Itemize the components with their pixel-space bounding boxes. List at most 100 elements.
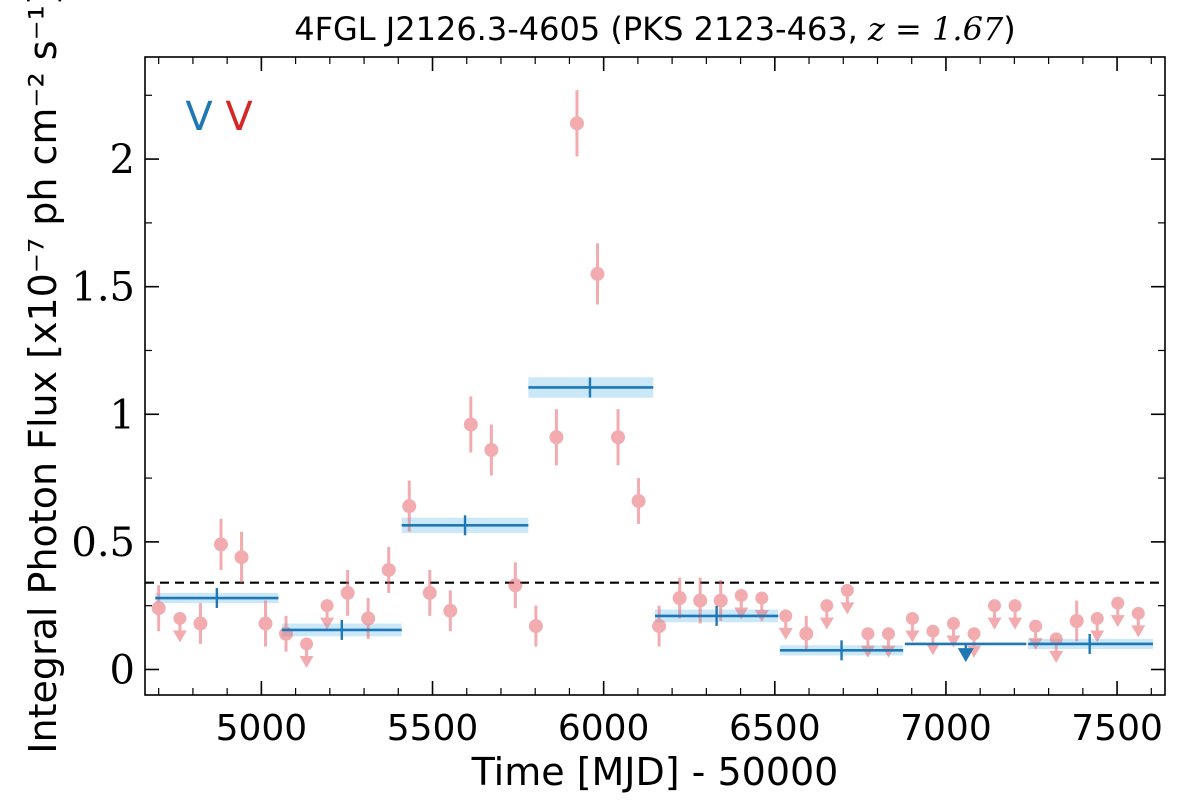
upper-limit-arrow (840, 602, 855, 615)
y-axis-label: Integral Photon Flux [x10⁻⁷ ph cm⁻² s⁻¹] (21, 0, 65, 754)
upper-limit-arrow (1008, 617, 1023, 630)
short-bin-point (463, 396, 478, 453)
short-bin-marker (693, 593, 708, 608)
short-bin-point (1049, 632, 1064, 663)
upper-limit-arrow (1049, 650, 1064, 663)
short-bin-marker (672, 591, 687, 606)
chart-title-prefix: 4FGL J2126.3-4605 (PKS 2123-463, (294, 10, 868, 48)
short-bin-marker (381, 562, 396, 577)
short-bin-point (528, 605, 543, 647)
short-bin-point (258, 600, 273, 647)
short-bin-point (734, 588, 749, 620)
short-bin-point (340, 569, 355, 616)
short-bin-marker (508, 578, 523, 593)
x-tick-label: 5500 (387, 708, 479, 749)
short-bin-marker (590, 266, 605, 281)
short-bin-marker (713, 593, 728, 608)
short-bin-point (508, 562, 523, 609)
short-bin-marker (402, 499, 417, 514)
upper-limit-arrow (299, 655, 314, 668)
y-tick-label: 1.5 (71, 265, 135, 311)
upper-limit-arrow (946, 635, 961, 648)
short-bin-point (860, 627, 875, 658)
short-bin-point (1008, 599, 1023, 630)
upper-limit-arrow (860, 645, 875, 658)
short-bin-marker (213, 537, 228, 552)
short-bin-point (381, 546, 396, 593)
legend-marker: V (225, 94, 253, 140)
x-tick-label: 7500 (1071, 708, 1163, 749)
plot-area: 5000 5500 6000 6500 7000 7500 0 0.5 1 1.5 2 (71, 56, 1166, 749)
short-bin-point (611, 409, 626, 466)
chart-title-math: z = 1.67 (867, 10, 1004, 48)
short-bin-point (443, 590, 458, 632)
short-bin-marker (193, 616, 208, 631)
upper-limit-arrow (925, 643, 940, 656)
upper-limit-arrow (881, 645, 896, 658)
short-bin-point (590, 243, 605, 305)
short-bin-point (213, 518, 228, 570)
y-tick-label: 0.5 (71, 520, 135, 566)
chart-title-suffix: ) (1003, 10, 1015, 48)
short-bin-point (484, 424, 499, 476)
short-bin-point (672, 577, 687, 619)
short-bin-marker (234, 550, 249, 565)
short-bin-point (905, 611, 920, 643)
short-bin-point (151, 585, 166, 632)
upper-limit-arrow (1110, 615, 1125, 628)
upper-limit-arrow (320, 617, 335, 630)
short-bin-point (234, 531, 249, 583)
upper-limit-arrow (987, 617, 1002, 630)
short-bin-point (193, 603, 208, 644)
short-bin-point (402, 480, 417, 532)
short-bin-marker (484, 443, 499, 458)
short-bin-point (299, 637, 314, 668)
short-bin-point (320, 599, 335, 630)
short-bin-marker (361, 611, 376, 626)
short-bin-point (569, 90, 584, 157)
short-bin-marker (549, 430, 564, 445)
short-bin-marker (151, 601, 166, 616)
short-bin-point (1028, 619, 1043, 651)
short-bin-marker (631, 494, 646, 509)
short-bin-point (549, 409, 564, 466)
short-bin-point (799, 615, 814, 652)
short-bin-point (422, 569, 437, 616)
short-bin-point (1069, 600, 1084, 642)
short-bin-point (361, 598, 376, 639)
x-tick-label: 6500 (729, 708, 821, 749)
short-bin-point (778, 609, 793, 640)
upper-limit-arrow (778, 627, 793, 640)
upper-limit-arrow (905, 630, 920, 643)
upper-limit-arrow (1090, 630, 1105, 643)
short-bin-point (1131, 606, 1146, 638)
short-bin-point (172, 611, 187, 643)
short-bin-point (946, 617, 961, 648)
short-bin-point (925, 624, 940, 656)
chart-title: 4FGL J2126.3-4605 (PKS 2123-463, z = 1.6… (294, 10, 1016, 48)
short-bin-marker (340, 585, 355, 600)
short-bin-point (713, 580, 728, 621)
x-tick-label: 5000 (216, 708, 308, 749)
long-bin-limit-arrow (957, 648, 974, 663)
x-axis-label: Time [MJD] - 50000 (471, 750, 839, 794)
upper-limit-arrow (1131, 625, 1146, 638)
upper-limit-arrow (734, 607, 749, 620)
short-bin-marker (652, 619, 667, 634)
x-tick-label: 7000 (900, 708, 992, 749)
short-bin-marker (1069, 613, 1084, 628)
y-tick-label: 0 (110, 647, 135, 693)
legend-marker: V (185, 94, 213, 140)
short-bin-point (840, 583, 855, 615)
short-bin-point (279, 615, 294, 652)
short-bin-marker (443, 603, 458, 618)
short-bin-marker (528, 619, 543, 634)
short-bin-marker (569, 116, 584, 131)
short-bin-marker (463, 417, 478, 432)
short-bin-marker (611, 430, 626, 445)
short-bin-marker (422, 585, 437, 600)
short-bin-point (1110, 596, 1125, 628)
short-bin-point (819, 599, 834, 630)
